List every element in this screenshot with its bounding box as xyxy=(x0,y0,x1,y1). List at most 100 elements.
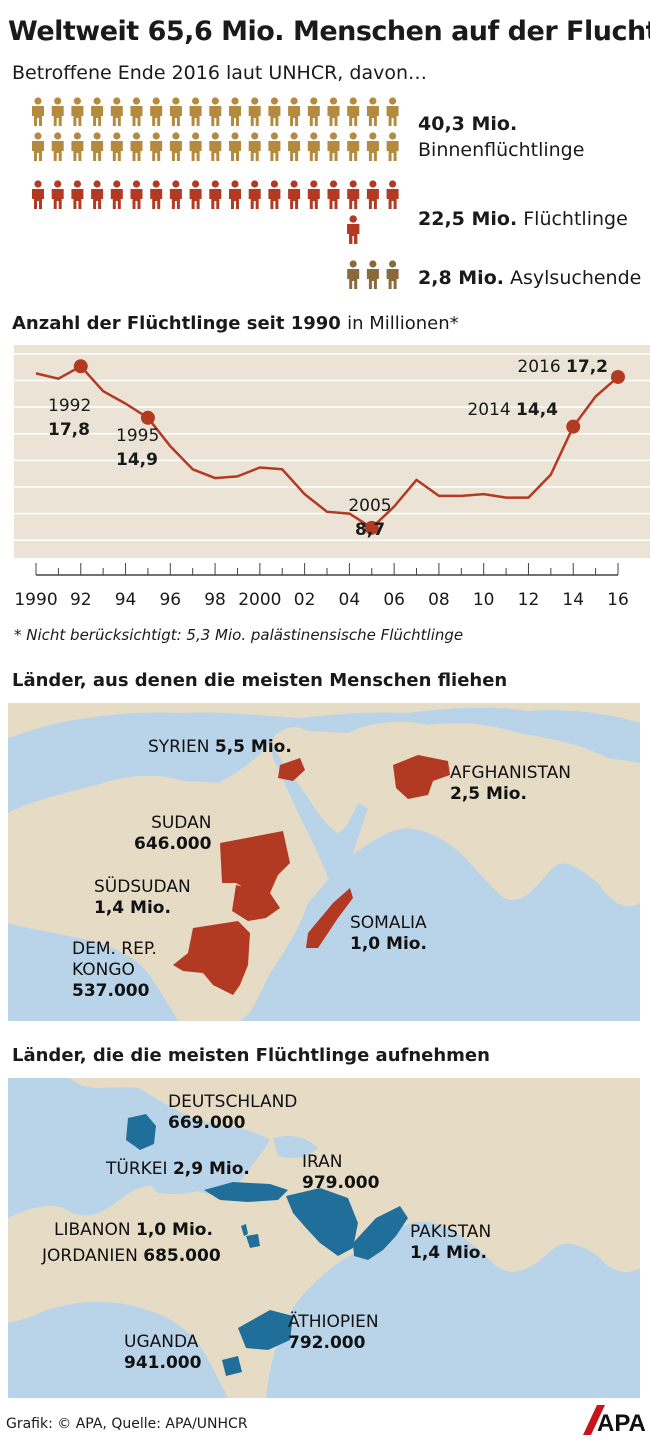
person-icon-refugee xyxy=(347,215,360,244)
person-icon-internally-displaced xyxy=(268,97,281,126)
x-tick-label: 2000 xyxy=(238,590,282,610)
person-icon-refugee xyxy=(91,180,104,209)
label-germany: DEUTSCHLAND 669.000 xyxy=(168,1092,298,1133)
value-label-2005: 8,7 xyxy=(355,520,385,540)
label-lebanon: LIBANON 1,0 Mio. xyxy=(54,1220,213,1240)
person-icon-internally-displaced xyxy=(189,97,202,126)
person-icon-internally-displaced xyxy=(307,132,320,161)
pictogram-people xyxy=(32,97,399,289)
data-label-2014: 2014 14,4 xyxy=(467,400,558,420)
person-icon-internally-displaced xyxy=(32,132,44,161)
refugee-line-chart: 1992 17,8 1995 14,9 2005 8,7 2014 14,4 2016 17,… xyxy=(14,345,650,576)
label-somalia: SOMALIA 1,0 Mio. xyxy=(350,913,427,954)
syria-shape-icon xyxy=(278,758,305,781)
person-icon-internally-displaced xyxy=(130,132,143,161)
person-icon-refugee xyxy=(71,180,84,209)
person-icon-refugee xyxy=(229,180,241,209)
person-icon-refugee xyxy=(307,180,320,209)
land-mass-icon xyxy=(8,721,640,1021)
person-icon-internally-displaced xyxy=(71,132,84,161)
data-point-1992 xyxy=(73,359,88,374)
person-icon-refugee xyxy=(288,180,301,209)
x-tick-label: 12 xyxy=(517,590,540,610)
x-tick-label: 14 xyxy=(562,590,585,610)
x-tick-label: 96 xyxy=(159,590,182,610)
person-icon-internally-displaced xyxy=(229,97,241,126)
x-tick-label: 94 xyxy=(114,590,137,610)
x-tick-label: 08 xyxy=(428,590,450,610)
person-icon-internally-displaced xyxy=(327,132,340,161)
uganda-shape-icon xyxy=(222,1356,242,1376)
value-label-1992: 17,8 xyxy=(48,420,90,440)
label-turkey: TÜRKEI 2,9 Mio. xyxy=(106,1159,250,1179)
person-icon-internally-displaced xyxy=(150,97,163,126)
person-icon-asylum-seeker xyxy=(347,260,360,289)
person-icon-internally-displaced xyxy=(130,97,143,126)
person-icon-internally-displaced xyxy=(347,97,360,126)
person-icon-refugee xyxy=(110,180,123,209)
person-icon-internally-displaced xyxy=(209,97,222,126)
refugees-label: 22,5 Mio. Flüchtlinge xyxy=(418,208,628,230)
origin-map-title: Länder, aus denen die meisten Menschen f… xyxy=(12,670,508,691)
label-syria: SYRIEN 5,5 Mio. xyxy=(148,737,292,757)
page-subtitle: Betroffene Ende 2016 laut UNHCR, davon… xyxy=(12,62,427,84)
person-icon-internally-displaced xyxy=(110,97,123,126)
sudan-shape-icon xyxy=(220,831,290,893)
series-line xyxy=(35,365,619,530)
person-icon-internally-displaced xyxy=(110,132,123,161)
person-icon-internally-displaced xyxy=(268,132,281,161)
dr-congo-shape-icon xyxy=(173,921,250,995)
turkey-shape-icon xyxy=(204,1182,288,1202)
person-icon-refugee xyxy=(209,180,222,209)
label-uganda: UGANDA 941.000 xyxy=(124,1332,202,1373)
label-iran: IRAN 979.000 xyxy=(302,1152,380,1193)
data-point-2005 xyxy=(364,520,379,535)
person-icon-internally-displaced xyxy=(248,97,261,126)
person-icon-internally-displaced xyxy=(51,132,64,161)
person-icon-internally-displaced xyxy=(288,97,301,126)
person-icon-internally-displaced xyxy=(386,97,399,126)
x-tick-label: 06 xyxy=(383,590,405,610)
germany-shape-icon xyxy=(126,1114,156,1150)
x-tick-label: 04 xyxy=(338,590,361,610)
label-dr-congo: DEM. REP. KONGO 537.000 xyxy=(72,939,157,1001)
internally-displaced-value: 40,3 Mio. xyxy=(418,113,518,135)
x-tick-label: 92 xyxy=(69,590,92,610)
value-label-1995: 14,9 xyxy=(116,450,158,470)
south-sudan-shape-icon xyxy=(232,885,280,921)
page-title: Weltweit 65,6 Mio. Menschen auf der Fluc… xyxy=(8,16,650,47)
label-ethiopia: ÄTHIOPIEN 792.000 xyxy=(288,1312,379,1353)
person-icon-asylum-seeker xyxy=(366,260,379,289)
source-credit: Grafik: © APA, Quelle: APA/UNHCR xyxy=(6,1416,248,1432)
ethiopia-shape-icon xyxy=(238,1310,293,1350)
internally-displaced-label: Binnenflüchtlinge xyxy=(418,139,585,161)
afghanistan-shape-icon xyxy=(393,755,450,799)
data-point-1995 xyxy=(140,410,155,425)
person-icon-internally-displaced xyxy=(366,97,379,126)
person-icon-internally-displaced xyxy=(209,132,222,161)
person-icon-internally-displaced xyxy=(386,132,399,161)
label-sudan: SUDAN 646.000 xyxy=(134,813,212,854)
apa-logo-icon: APA xyxy=(583,1405,645,1435)
data-label-2016: 2016 17,2 xyxy=(517,357,608,377)
asylum-seekers-label: 2,8 Mio. Asylsuchende xyxy=(418,267,642,289)
data-point-2016 xyxy=(611,369,625,384)
person-icon-refugee xyxy=(130,180,143,209)
person-icon-internally-displaced xyxy=(51,97,64,126)
person-icon-refugee xyxy=(386,180,399,209)
host-map-title: Länder, die die meisten Flüchtlinge aufn… xyxy=(12,1045,490,1066)
host-map: DEUTSCHLAND 669.000 TÜRKEI 2,9 Mio. IRAN 9… xyxy=(8,1078,640,1398)
person-icon-internally-displaced xyxy=(347,132,360,161)
label-jordan: JORDANIEN 685.000 xyxy=(42,1246,221,1266)
data-point-2014 xyxy=(566,419,581,434)
person-icon-internally-displaced xyxy=(327,97,340,126)
jordan-shape-icon xyxy=(246,1234,260,1248)
label-afghanistan: AFGHANISTAN 2,5 Mio. xyxy=(450,763,571,804)
person-icon-asylum-seeker xyxy=(386,260,399,289)
person-icon-internally-displaced xyxy=(169,97,182,126)
person-icon-refugee xyxy=(347,180,360,209)
person-icon-refugee xyxy=(268,180,281,209)
year-label-1992: 1992 xyxy=(48,396,91,416)
person-icon-refugee xyxy=(51,180,64,209)
person-icon-internally-displaced xyxy=(288,132,301,161)
